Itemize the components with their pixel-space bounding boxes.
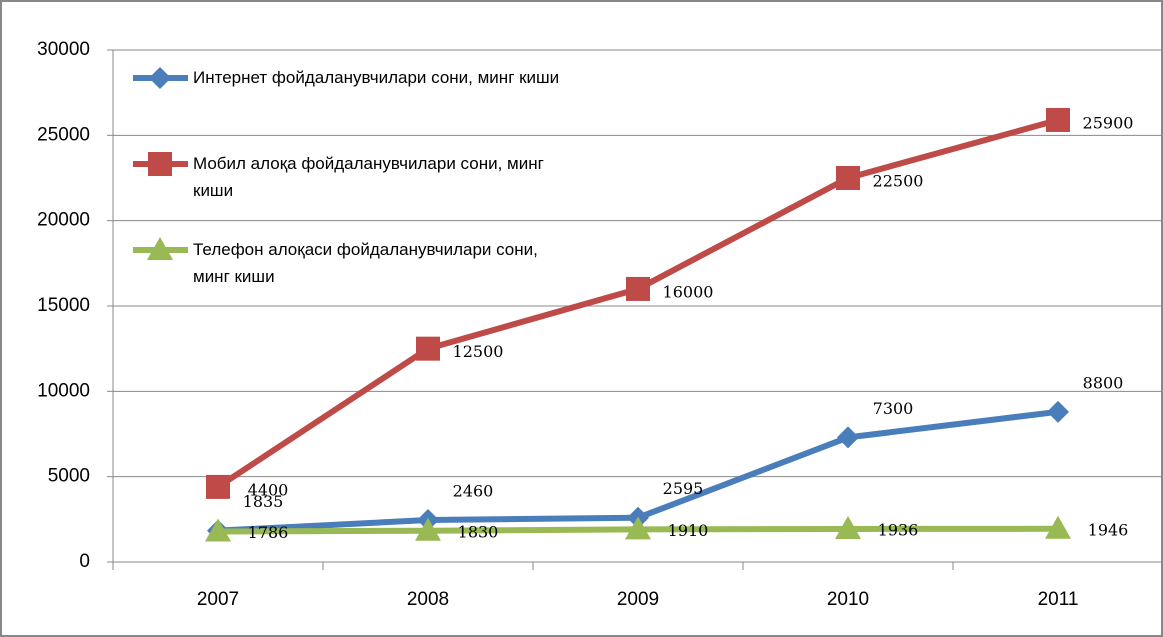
data-label: 2460 <box>453 482 494 501</box>
y-tick-label: 15000 <box>37 295 90 316</box>
data-label: 1835 <box>243 492 284 511</box>
x-tick-label: 2008 <box>407 589 449 610</box>
x-tick-label: 2007 <box>197 589 239 610</box>
y-tick-label: 25000 <box>37 124 90 145</box>
marker <box>416 336 440 361</box>
data-label: 4400 <box>248 480 289 499</box>
data-label: 25900 <box>1083 113 1134 132</box>
y-tick-label: 10000 <box>37 380 90 401</box>
legend-entry: Интернет фойдаланувчилари сони, минг киш… <box>193 68 560 87</box>
marker <box>147 237 173 260</box>
marker <box>1045 515 1071 539</box>
data-label: 1946 <box>1088 520 1129 539</box>
y-tick-label: 5000 <box>48 466 90 487</box>
marker <box>625 516 651 540</box>
legend-entry: Телефон алоқаси фойдаланувчилари сони, м… <box>193 240 538 286</box>
marker <box>206 474 230 499</box>
x-tick-label: 2009 <box>617 589 659 610</box>
data-label: 16000 <box>663 282 714 301</box>
marker <box>1047 400 1069 423</box>
y-tick-label: 20000 <box>37 210 90 231</box>
marker <box>1046 107 1070 132</box>
y-tick-label: 30000 <box>37 39 90 60</box>
marker <box>148 152 172 176</box>
marker <box>626 276 650 301</box>
marker <box>836 166 860 190</box>
data-label: 1830 <box>458 522 499 541</box>
data-label: 8800 <box>1083 373 1124 392</box>
data-label: 1786 <box>248 523 289 542</box>
x-tick-label: 2011 <box>1038 589 1079 610</box>
data-label: 2595 <box>663 479 704 498</box>
data-label: 1936 <box>878 520 919 539</box>
data-label: 1910 <box>668 521 709 540</box>
marker <box>415 517 441 541</box>
legend-entry: Мобил алоқа фойдаланувчилари сони, минг … <box>193 154 544 200</box>
marker <box>205 518 231 542</box>
marker <box>149 67 171 89</box>
marker <box>837 426 859 449</box>
data-label: 7300 <box>873 399 914 418</box>
y-tick-label: 0 <box>79 551 90 572</box>
data-label: 12500 <box>453 342 504 361</box>
marker <box>835 515 861 539</box>
x-tick-label: 2010 <box>827 589 869 610</box>
data-label: 22500 <box>873 172 924 191</box>
